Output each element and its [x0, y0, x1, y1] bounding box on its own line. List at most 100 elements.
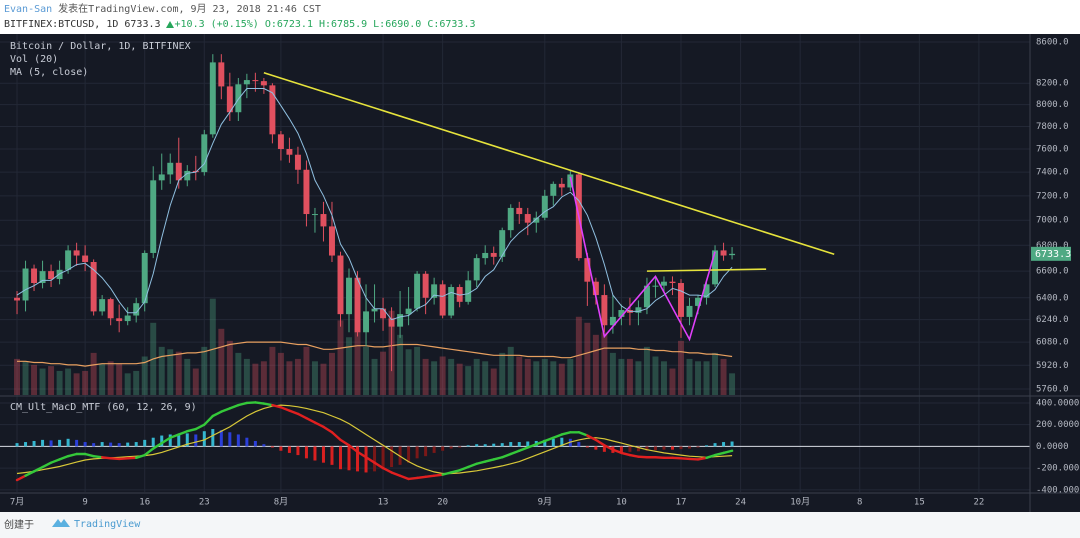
- macd-line: [305, 416, 317, 424]
- symbol: BITFINEX:BTCUSD, 1D: [4, 19, 118, 30]
- macd-line: [211, 410, 223, 418]
- macd-hist-bar: [424, 446, 428, 457]
- candle-body: [550, 183, 557, 196]
- candle-body: [601, 295, 608, 326]
- volume-bar: [303, 346, 310, 395]
- candle-body: [473, 258, 480, 281]
- y-tick-label: 7600.0: [1036, 145, 1069, 155]
- macd-hist-bar: [41, 439, 45, 447]
- x-tick-label: 23: [199, 498, 210, 508]
- volume-bar: [422, 358, 429, 395]
- macd-hist-bar: [705, 445, 709, 447]
- macd-line: [254, 401, 266, 405]
- volume-bar: [499, 352, 506, 395]
- volume-bar: [158, 346, 165, 395]
- macd-line: [637, 455, 649, 459]
- volume-bar: [592, 334, 599, 395]
- macd-hist-bar: [185, 433, 189, 447]
- candle-body: [22, 268, 29, 301]
- macd-hist-bar: [551, 438, 555, 447]
- volume-bar: [116, 363, 123, 395]
- macd-line: [535, 439, 546, 446]
- macd-line: [66, 452, 78, 458]
- candle-body: [277, 134, 284, 150]
- header-bg: [0, 0, 1080, 34]
- macd-legend: CM_Ult_MacD_MTF (60, 12, 26, 9): [10, 402, 197, 413]
- macd-line: [390, 471, 402, 477]
- macd-line: [262, 402, 274, 407]
- macd-line: [466, 462, 478, 469]
- macd-line: [83, 452, 95, 458]
- volume-bar: [660, 361, 667, 395]
- candle-body: [439, 284, 446, 316]
- macd-hist-bar: [730, 441, 734, 447]
- volume-bar: [82, 370, 89, 395]
- candle-body: [346, 277, 352, 315]
- volume-bar: [397, 334, 404, 395]
- footer-bg: [0, 512, 1080, 538]
- candle-body: [397, 314, 404, 327]
- change: +10.3 (+0.15%): [175, 19, 259, 30]
- macd-hist-bar: [202, 431, 206, 447]
- candle-body: [82, 255, 89, 262]
- candle-body: [660, 281, 667, 286]
- macd-hist-bar: [109, 442, 113, 447]
- macd-line: [228, 403, 240, 410]
- volume-bar: [311, 361, 318, 395]
- volume-bar: [558, 363, 565, 395]
- y-tick-label: 8200.0: [1036, 79, 1069, 89]
- candle-body: [516, 207, 523, 215]
- macd-hist-bar: [356, 446, 360, 472]
- macd-line: [296, 412, 308, 420]
- macd-hist-bar: [49, 440, 53, 447]
- candle-body: [524, 214, 531, 223]
- macd-line: [577, 431, 589, 437]
- macd-line: [501, 452, 512, 459]
- macd-line: [245, 401, 257, 405]
- published: 发表在TradingView.com, 9月 23, 2018 21:46 CS…: [58, 2, 321, 15]
- macd-line: [237, 401, 249, 407]
- footer-brand[interactable]: TradingView: [74, 519, 141, 530]
- volume-bar: [184, 358, 191, 395]
- macd-line: [58, 454, 70, 461]
- macd-hist-bar: [151, 437, 155, 447]
- candle-body: [490, 252, 497, 257]
- macd-hist-bar: [679, 446, 683, 450]
- candle-body: [107, 299, 114, 319]
- macd-hist-bar: [492, 443, 496, 447]
- volume-bar: [269, 346, 276, 395]
- macd-line: [220, 407, 232, 413]
- macd-line: [560, 431, 572, 436]
- candle-body: [507, 207, 514, 231]
- candle-body: [201, 134, 208, 173]
- macd-hist-bar: [696, 446, 700, 448]
- macd-line: [100, 456, 112, 460]
- macd-line: [92, 454, 104, 459]
- trend-line: [646, 268, 767, 272]
- macd-line: [475, 460, 487, 465]
- candle-body: [116, 318, 123, 322]
- macd-line: [696, 456, 708, 461]
- macd-hist-bar: [177, 433, 181, 447]
- macd-hist-bar: [653, 446, 657, 451]
- x-tick-label: 13: [378, 498, 389, 508]
- candle-body: [65, 250, 72, 270]
- macd-line: [126, 456, 138, 460]
- macd-line: [484, 458, 495, 463]
- volume-bar: [277, 352, 284, 395]
- macd-hist-bar: [466, 445, 470, 447]
- macd-line: [347, 444, 359, 454]
- macd-hist-bar: [415, 446, 419, 459]
- macd-hist-bar: [304, 446, 308, 459]
- macd-line: [679, 457, 691, 461]
- volume-bar: [354, 328, 361, 395]
- macd-hist-bar: [83, 442, 87, 447]
- candle-body: [431, 284, 438, 298]
- y-tick-label: 5760.0: [1036, 384, 1069, 394]
- candle-body: [31, 268, 38, 284]
- x-tick-label: 9月: [538, 497, 552, 508]
- macd-hist-bar: [509, 442, 513, 447]
- volume-bar: [286, 361, 293, 395]
- candle-body: [635, 307, 642, 313]
